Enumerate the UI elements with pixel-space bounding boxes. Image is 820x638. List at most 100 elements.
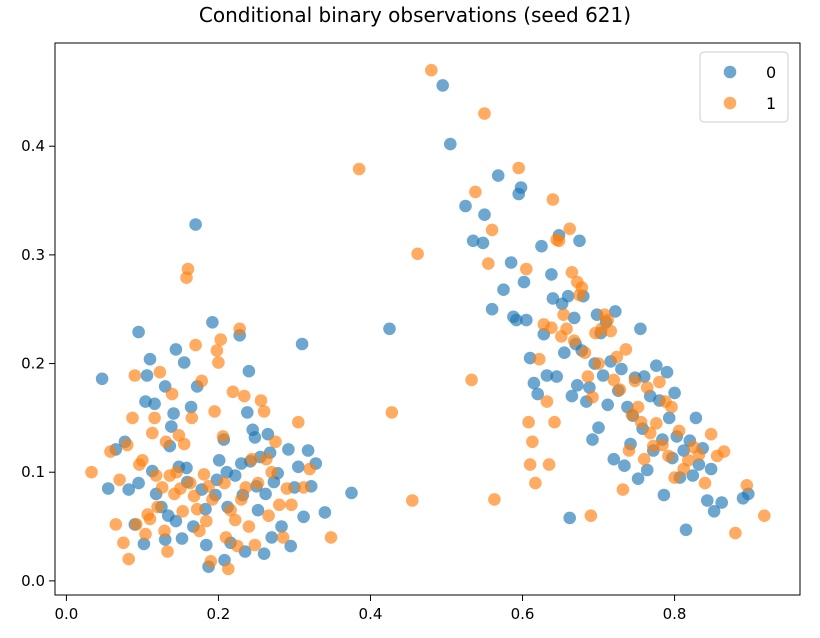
series-1 xyxy=(85,63,771,576)
point-series-1 xyxy=(692,448,706,462)
point-series-1 xyxy=(650,417,663,430)
point-series-0 xyxy=(318,506,332,519)
point-series-1 xyxy=(262,509,275,522)
point-series-0 xyxy=(189,218,202,231)
point-series-0 xyxy=(228,469,242,482)
point-series-0 xyxy=(257,547,271,560)
point-series-0 xyxy=(540,369,554,382)
point-series-0 xyxy=(95,372,109,386)
point-series-0 xyxy=(275,520,288,533)
point-series-1 xyxy=(170,465,183,479)
point-series-1 xyxy=(565,266,579,279)
point-series-0 xyxy=(491,169,505,182)
point-series-1 xyxy=(195,374,208,388)
point-series-0 xyxy=(571,379,584,392)
point-series-0 xyxy=(212,454,226,467)
point-series-1 xyxy=(212,356,225,369)
point-series-0 xyxy=(297,510,310,524)
point-series-1 xyxy=(717,445,731,458)
point-series-1 xyxy=(546,193,560,206)
point-series-0 xyxy=(640,463,654,477)
point-series-0 xyxy=(248,431,262,444)
point-series-1 xyxy=(222,562,235,576)
legend: 01 xyxy=(699,51,789,123)
point-series-1 xyxy=(542,458,556,471)
point-series-1 xyxy=(575,281,589,294)
point-series-1 xyxy=(533,352,546,366)
point-series-1 xyxy=(273,498,286,512)
point-series-0 xyxy=(565,389,579,403)
point-series-1 xyxy=(235,493,248,506)
point-series-0 xyxy=(301,444,315,457)
point-series-1 xyxy=(228,513,242,527)
point-series-1 xyxy=(482,257,495,270)
point-series-1 xyxy=(704,427,718,441)
point-series-1 xyxy=(193,524,206,538)
chart-title: Conditional binary observations (seed 62… xyxy=(199,3,631,27)
point-series-0 xyxy=(485,302,499,316)
point-series-1 xyxy=(520,262,533,276)
point-series-1 xyxy=(189,338,202,352)
point-series-1 xyxy=(200,514,213,528)
point-series-1 xyxy=(174,482,187,495)
point-series-0 xyxy=(383,322,396,336)
point-series-1 xyxy=(257,405,271,418)
point-series-1 xyxy=(206,493,219,506)
point-series-1 xyxy=(126,411,139,425)
point-series-1 xyxy=(512,161,525,175)
point-series-1 xyxy=(113,473,126,487)
point-series-1 xyxy=(214,333,227,346)
point-series-1 xyxy=(280,482,294,495)
point-series-0 xyxy=(436,79,450,92)
point-series-1 xyxy=(165,387,179,401)
point-series-0 xyxy=(561,289,575,303)
point-series-1 xyxy=(242,520,256,533)
point-series-1 xyxy=(146,426,159,440)
point-series-1 xyxy=(698,476,712,490)
point-series-1 xyxy=(231,539,244,553)
point-series-1 xyxy=(187,489,201,503)
point-series-1 xyxy=(161,545,174,558)
point-series-0 xyxy=(143,352,157,366)
point-series-0 xyxy=(497,283,510,297)
point-series-1 xyxy=(672,424,686,438)
point-series-1 xyxy=(226,385,240,399)
point-series-1 xyxy=(197,468,211,481)
point-series-0 xyxy=(444,137,457,151)
point-series-1 xyxy=(526,435,539,449)
point-series-1 xyxy=(411,247,424,261)
point-series-1 xyxy=(122,552,135,566)
point-series-1 xyxy=(238,389,251,403)
point-series-1 xyxy=(251,476,265,490)
point-series-1 xyxy=(303,462,317,476)
point-series-0 xyxy=(546,292,560,305)
point-series-1 xyxy=(85,465,98,479)
point-series-0 xyxy=(523,351,537,365)
point-series-0 xyxy=(545,268,558,281)
point-series-0 xyxy=(715,496,728,509)
point-series-0 xyxy=(476,236,490,250)
point-series-1 xyxy=(218,476,231,490)
point-series-1 xyxy=(148,411,161,425)
point-series-0 xyxy=(535,239,548,253)
point-series-0 xyxy=(122,483,135,496)
point-series-1 xyxy=(153,365,167,379)
point-series-0 xyxy=(563,511,576,525)
point-series-0 xyxy=(662,411,676,425)
y-tick-label: 0.1 xyxy=(21,463,45,481)
point-series-0 xyxy=(668,386,681,400)
point-series-0 xyxy=(527,376,541,390)
point-series-1 xyxy=(613,383,627,396)
point-series-1 xyxy=(219,531,233,544)
point-series-1 xyxy=(254,394,268,407)
x-tick-label: 0.0 xyxy=(54,605,78,623)
point-series-0 xyxy=(609,305,622,318)
point-series-1 xyxy=(269,435,282,449)
y-tick-label: 0.0 xyxy=(21,572,45,590)
point-series-1 xyxy=(190,502,204,516)
point-series-0 xyxy=(586,433,599,446)
point-series-0 xyxy=(596,369,610,382)
point-series-1 xyxy=(607,373,621,387)
point-series-1 xyxy=(548,415,561,429)
point-series-0 xyxy=(531,387,544,401)
